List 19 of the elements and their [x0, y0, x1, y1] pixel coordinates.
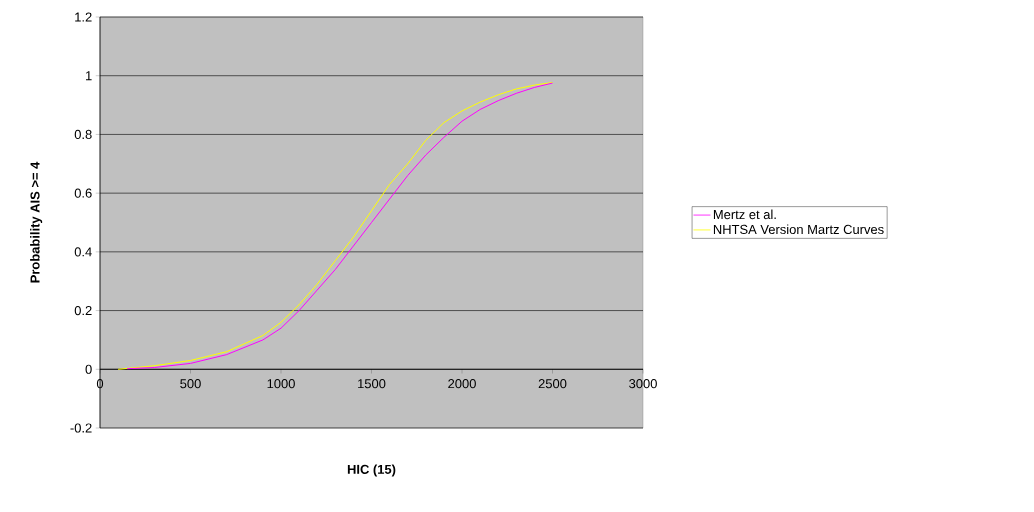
legend-label: NHTSA Version Martz Curves — [713, 224, 884, 234]
x-tick-label: 0 — [96, 379, 104, 389]
x-tick-label: 2000 — [448, 379, 476, 389]
y-tick-label: 0.4 — [74, 247, 92, 257]
y-tick-label: -0.2 — [70, 423, 92, 433]
x-tick-label: 500 — [180, 379, 201, 389]
y-tick-label: 0 — [85, 364, 92, 374]
y-tick-label: 1.2 — [75, 12, 92, 22]
y-tick-label: 1 — [86, 71, 92, 81]
y-tick-label: 0.6 — [74, 188, 92, 198]
legend-label: Mertz et al. — [713, 209, 776, 220]
x-tick-label: 1000 — [267, 379, 295, 389]
y-axis-title: Probability AIS >= 4 — [30, 161, 43, 283]
x-tick-label: 3000 — [629, 379, 657, 389]
y-tick-label: 0.8 — [74, 129, 92, 140]
x-axis-title: HIC (15) — [347, 464, 396, 477]
x-tick-label: 2500 — [538, 379, 567, 389]
x-tick-label: 1500 — [358, 379, 386, 389]
y-tick-label: 0.2 — [74, 305, 92, 316]
